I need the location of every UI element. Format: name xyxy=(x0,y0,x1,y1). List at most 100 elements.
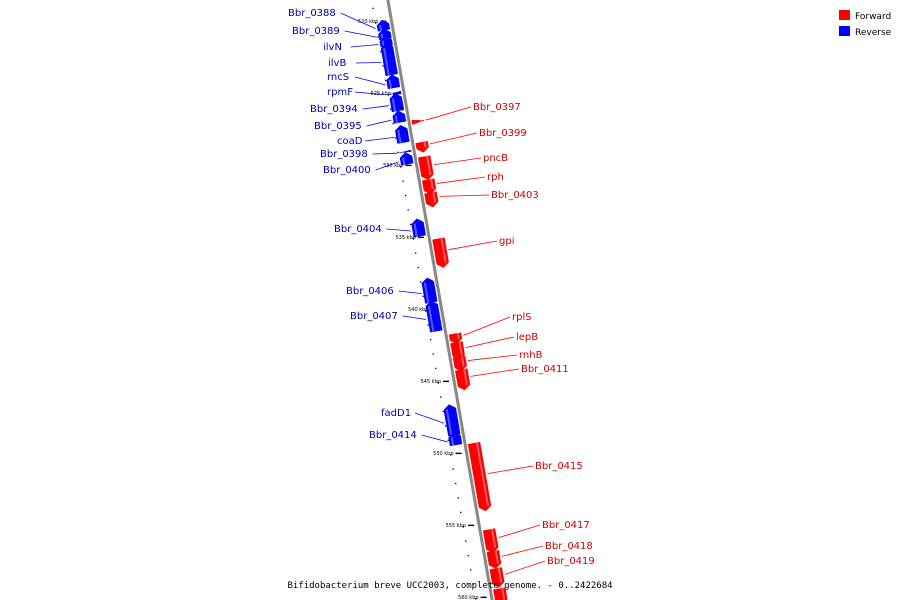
gene-label: Bbr_0403 xyxy=(491,190,539,201)
gene-block-highlight xyxy=(388,79,392,89)
kbp-tick-label: 540 kbp xyxy=(408,307,428,313)
kbp-tick-label: 550 kbp xyxy=(433,451,453,457)
gene-label: Bbr_0395 xyxy=(314,121,362,132)
gene-label-leader xyxy=(398,290,422,295)
gene-block-highlight xyxy=(456,333,460,340)
gene-label-leader xyxy=(364,136,395,142)
minor-tick xyxy=(425,310,427,312)
gene-block xyxy=(392,110,407,124)
minor-tick xyxy=(399,166,402,168)
minor-tick xyxy=(384,79,387,82)
gene-label-leader xyxy=(414,412,445,424)
gene-label-leader xyxy=(350,44,379,48)
gene-block-highlight xyxy=(397,129,402,144)
gene-block xyxy=(425,300,443,333)
minor-tick xyxy=(387,94,389,96)
gene-label: ilvN xyxy=(323,42,342,53)
minor-tick xyxy=(432,353,434,355)
gene-label-leader xyxy=(386,228,411,232)
gene-block xyxy=(395,124,410,144)
gene-label: Bbr_0398 xyxy=(320,149,368,160)
gene-label-leader xyxy=(465,336,515,348)
minor-tick xyxy=(457,497,459,499)
gene-block-highlight xyxy=(426,156,432,176)
minor-tick xyxy=(440,396,442,398)
gene-label-leader xyxy=(439,194,490,197)
gene-block-highlight xyxy=(476,442,489,507)
gene-block-highlight xyxy=(458,341,463,356)
minor-tick xyxy=(467,554,469,557)
gene-label: Bbr_0389 xyxy=(292,26,340,37)
gene-label-leader xyxy=(372,152,398,155)
gene-block xyxy=(418,155,434,181)
gene-label: rnhB xyxy=(519,350,543,361)
gene-block xyxy=(482,528,499,554)
gene-label-leader xyxy=(433,157,482,166)
legend: Forward Reverse xyxy=(839,10,892,38)
gene-label: ilvB xyxy=(328,58,346,69)
minor-tick xyxy=(452,468,454,470)
kbp-ticks: 520 kbp 525 kbp 530 kbp 535 kbp 540 kbp 545 k… xyxy=(358,19,487,600)
gene-block xyxy=(424,191,439,208)
kbp-tick-label: 535 kbp xyxy=(396,235,416,241)
gene-block xyxy=(386,74,401,90)
genome-backbone xyxy=(386,0,494,600)
minor-tick xyxy=(402,180,404,182)
gene-label: rph xyxy=(487,172,504,183)
minor-tick xyxy=(417,266,419,269)
gene-label: rpmF xyxy=(327,87,353,98)
gene-label-leader xyxy=(421,434,448,443)
minor-tick xyxy=(445,425,447,427)
gene-label-leader xyxy=(448,240,498,251)
minor-tick xyxy=(472,583,474,586)
gene-label: Bbr_0414 xyxy=(369,430,417,441)
minor-tick xyxy=(427,324,429,326)
gene-block-highlight xyxy=(440,238,447,263)
gene-label-leader xyxy=(504,560,546,575)
legend-swatch-forward xyxy=(839,10,850,20)
minor-tick xyxy=(412,238,414,240)
gene-block-highlight xyxy=(494,550,500,564)
gene-label: pncB xyxy=(483,153,508,164)
gene-block-highlight xyxy=(394,115,399,124)
gene-label: coaD xyxy=(337,136,363,147)
minor-tick xyxy=(394,137,397,139)
gene-label: Bbr_0399 xyxy=(479,128,527,139)
gene-label-leader xyxy=(366,119,392,127)
gene-block-highlight xyxy=(460,356,465,367)
kbp-tick-label: 525 kbp xyxy=(371,91,391,97)
minor-tick xyxy=(374,22,377,24)
minor-tick xyxy=(382,65,384,67)
minor-tick xyxy=(455,482,457,485)
gene-label-leader xyxy=(362,105,390,110)
gene-block-highlight xyxy=(419,118,423,124)
gene-label: rncS xyxy=(327,72,349,83)
gene-block xyxy=(452,355,467,372)
gene-label-leader xyxy=(463,316,511,336)
gene-label-leader xyxy=(436,176,486,184)
minor-tick xyxy=(462,526,464,528)
gene-block-highlight xyxy=(402,157,406,165)
minor-tick xyxy=(420,281,422,283)
gene-label-leader xyxy=(429,132,478,145)
gene-block xyxy=(389,93,405,113)
gene-label: Bbr_0411 xyxy=(521,364,569,375)
gene-label-leader xyxy=(340,12,376,30)
gene-block-highlight xyxy=(463,369,468,386)
gene-label: lepB xyxy=(516,332,538,343)
minor-tick xyxy=(422,295,424,298)
minor-tick xyxy=(415,252,417,254)
minor-tick xyxy=(450,454,452,456)
minor-tick xyxy=(442,410,444,413)
gene-label-leader xyxy=(501,545,544,557)
minor-tick xyxy=(372,7,374,10)
gene-block xyxy=(422,178,437,195)
legend-label-forward: Forward xyxy=(855,12,891,22)
gene-block xyxy=(421,277,438,304)
gene-block-highlight xyxy=(501,588,506,600)
minor-tick xyxy=(377,36,379,38)
gene-label-leader xyxy=(402,315,427,320)
minor-ticks xyxy=(372,7,477,600)
minor-tick xyxy=(475,598,477,600)
